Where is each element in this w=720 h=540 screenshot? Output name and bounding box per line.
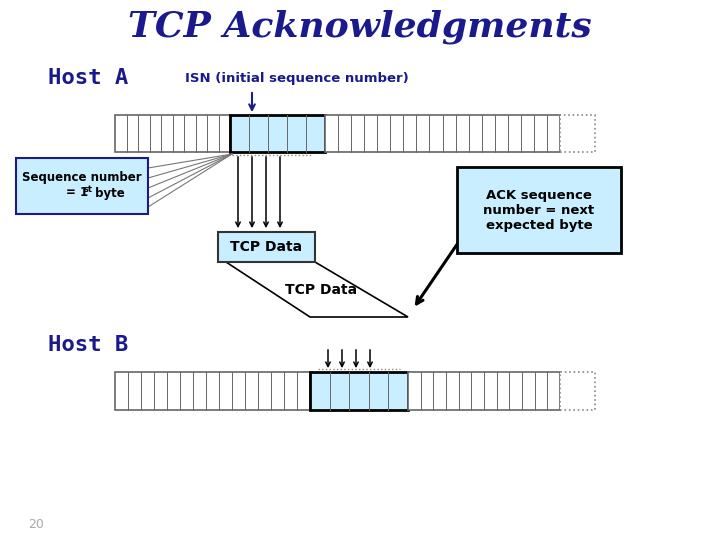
Text: ISN (initial sequence number): ISN (initial sequence number) <box>185 72 409 85</box>
Text: ACK sequence
number = next
expected byte: ACK sequence number = next expected byte <box>483 188 595 232</box>
Text: = 1: = 1 <box>66 186 88 199</box>
Text: Host A: Host A <box>48 68 128 88</box>
Text: st: st <box>84 185 93 193</box>
Text: Sequence number: Sequence number <box>22 171 142 184</box>
FancyBboxPatch shape <box>16 158 148 214</box>
Text: TCP Acknowledgments: TCP Acknowledgments <box>128 10 592 44</box>
Bar <box>325 115 560 152</box>
Bar <box>408 372 560 410</box>
Bar <box>560 372 595 410</box>
Text: TCP Data: TCP Data <box>285 282 357 296</box>
FancyBboxPatch shape <box>457 167 621 253</box>
Bar <box>230 115 325 152</box>
Text: TCP Data: TCP Data <box>230 240 302 254</box>
Bar <box>218 232 315 262</box>
Bar <box>115 115 230 152</box>
Polygon shape <box>226 262 408 317</box>
Bar <box>115 372 310 410</box>
Bar <box>310 372 408 410</box>
Text: Host B: Host B <box>48 335 128 355</box>
Text: 20: 20 <box>28 517 44 530</box>
Bar <box>560 115 595 152</box>
Text: byte: byte <box>91 186 125 199</box>
